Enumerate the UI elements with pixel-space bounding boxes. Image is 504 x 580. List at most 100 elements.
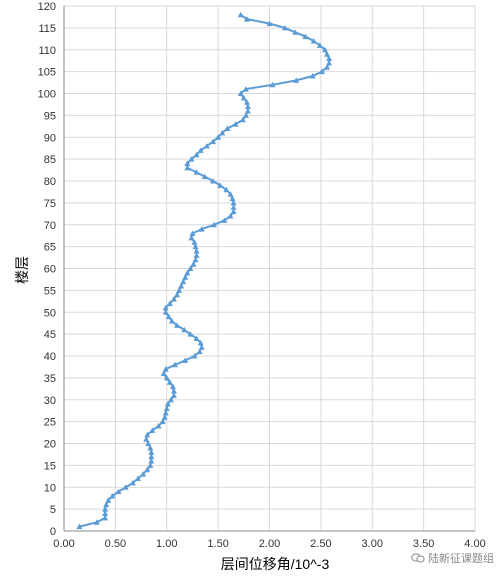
y-tick-label: 70 <box>44 220 56 232</box>
data-point <box>224 125 231 131</box>
data-point <box>193 252 200 258</box>
watermark-text: 陆新征课题组 <box>428 553 494 565</box>
y-tick-labels: 0 5 10 15 20 25 30 35 40 45 50 55 60 65 70 75 80 85 90 95 10… <box>38 1 56 538</box>
data-point <box>227 191 234 197</box>
data-point <box>149 427 156 433</box>
x-tick-label: 4.00 <box>464 538 485 550</box>
data-point <box>174 322 181 328</box>
data-point <box>244 108 251 114</box>
data-point <box>162 366 169 372</box>
y-tick-label: 105 <box>38 67 56 79</box>
data-point <box>162 309 169 315</box>
data-point <box>191 353 198 359</box>
data-point <box>115 488 122 495</box>
data-point <box>129 479 136 486</box>
data-point <box>196 348 203 355</box>
data-point <box>166 300 173 306</box>
y-tick-label: 55 <box>44 285 56 297</box>
data-point <box>147 444 154 451</box>
data-point <box>309 73 316 79</box>
data-point <box>162 409 169 416</box>
y-tick-label: 95 <box>44 110 56 122</box>
x-tick-labels: 0.00 0.50 1.00 1.50 2.00 2.50 3.00 3.50 4.00 <box>53 538 485 550</box>
data-point <box>184 269 191 276</box>
data-point <box>197 339 204 346</box>
data-point <box>155 423 162 429</box>
x-tick-label: 2.00 <box>259 538 280 550</box>
data-point <box>192 243 199 250</box>
data-point <box>167 396 174 403</box>
data-point <box>145 440 152 446</box>
data-point <box>239 116 246 123</box>
data-point <box>243 99 250 105</box>
data-point <box>229 195 236 201</box>
watermark: 陆新征课题组 <box>411 550 494 566</box>
data-point <box>102 506 109 512</box>
data-point <box>140 471 147 477</box>
data-point <box>193 169 200 175</box>
data-point <box>122 484 129 490</box>
data-point <box>144 431 151 438</box>
data-point <box>144 466 151 473</box>
data-point <box>197 147 204 153</box>
data-point <box>243 16 250 22</box>
data-point <box>203 143 210 149</box>
data-point <box>187 265 194 271</box>
data-point <box>232 121 239 127</box>
y-tick-label: 15 <box>44 460 56 472</box>
data-point <box>170 392 177 398</box>
data-point <box>318 68 325 75</box>
data-point <box>93 519 100 525</box>
data-point <box>181 326 188 333</box>
data-point <box>240 94 247 101</box>
data-point <box>198 344 205 350</box>
data-point <box>324 51 331 57</box>
data-point <box>269 81 276 88</box>
data-point <box>237 90 244 96</box>
data-point <box>190 261 197 267</box>
data-point <box>182 357 189 363</box>
x-tick-label: 1.00 <box>156 538 177 550</box>
data-point <box>316 42 323 48</box>
data-point <box>103 501 110 508</box>
y-tick-label: 60 <box>44 264 56 276</box>
data-point <box>188 156 195 162</box>
data-point <box>326 55 333 61</box>
data-point <box>102 514 109 521</box>
data-point <box>227 213 234 219</box>
data-point <box>193 248 200 254</box>
data-point <box>302 33 309 40</box>
y-tick-label: 75 <box>44 198 56 210</box>
data-point <box>170 388 177 394</box>
data-point <box>266 20 273 26</box>
data-point <box>161 414 168 420</box>
x-axis-title: 层间位移角/10^-3 <box>221 556 330 572</box>
data-point <box>184 160 191 166</box>
y-tick-label: 5 <box>50 504 56 516</box>
data-point <box>176 287 183 293</box>
y-tick-label: 80 <box>44 176 56 188</box>
data-point <box>143 436 150 442</box>
y-tick-label: 25 <box>44 417 56 429</box>
data-point <box>193 151 200 158</box>
data-point <box>230 208 237 215</box>
plot-axes <box>63 6 475 532</box>
y-tick-label: 115 <box>38 23 56 35</box>
data-point <box>321 46 328 53</box>
data-point <box>310 38 317 44</box>
data-point <box>174 291 181 298</box>
y-tick-label: 85 <box>44 154 56 166</box>
data-point <box>189 230 196 236</box>
data-point <box>244 103 251 110</box>
wechat-icon <box>411 553 425 563</box>
data-point <box>191 239 198 245</box>
data-point <box>165 313 172 320</box>
y-tick-label: 50 <box>44 307 56 319</box>
y-tick-label: 40 <box>44 351 56 363</box>
y-tick-label: 30 <box>44 395 56 407</box>
data-point <box>169 383 176 390</box>
data-point <box>166 379 173 385</box>
y-tick-label: 110 <box>38 45 56 57</box>
x-tick-label: 2.50 <box>310 538 331 550</box>
data-point <box>184 164 191 171</box>
